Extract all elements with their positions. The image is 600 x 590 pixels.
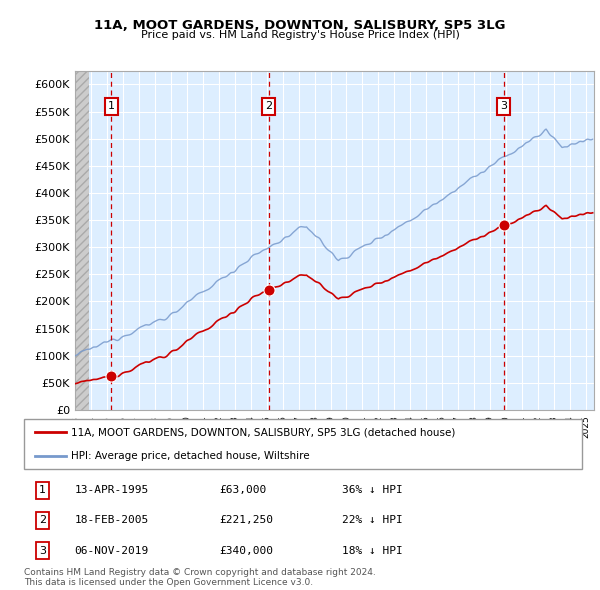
- Text: 06-NOV-2019: 06-NOV-2019: [74, 546, 148, 556]
- Text: 13-APR-1995: 13-APR-1995: [74, 486, 148, 495]
- Text: £340,000: £340,000: [220, 546, 273, 556]
- Text: 11A, MOOT GARDENS, DOWNTON, SALISBURY, SP5 3LG (detached house): 11A, MOOT GARDENS, DOWNTON, SALISBURY, S…: [71, 427, 456, 437]
- Text: 11A, MOOT GARDENS, DOWNTON, SALISBURY, SP5 3LG: 11A, MOOT GARDENS, DOWNTON, SALISBURY, S…: [94, 19, 506, 32]
- Text: 3: 3: [500, 101, 507, 112]
- FancyBboxPatch shape: [24, 419, 582, 469]
- Text: 18% ↓ HPI: 18% ↓ HPI: [342, 546, 403, 556]
- Text: 2: 2: [39, 516, 46, 526]
- Text: Contains HM Land Registry data © Crown copyright and database right 2024.
This d: Contains HM Land Registry data © Crown c…: [24, 568, 376, 587]
- Text: 36% ↓ HPI: 36% ↓ HPI: [342, 486, 403, 495]
- Text: 3: 3: [39, 546, 46, 556]
- Text: HPI: Average price, detached house, Wiltshire: HPI: Average price, detached house, Wilt…: [71, 451, 310, 461]
- Text: £221,250: £221,250: [220, 516, 273, 526]
- Text: 1: 1: [39, 486, 46, 495]
- Text: 22% ↓ HPI: 22% ↓ HPI: [342, 516, 403, 526]
- Text: Price paid vs. HM Land Registry's House Price Index (HPI): Price paid vs. HM Land Registry's House …: [140, 30, 460, 40]
- Text: 1: 1: [108, 101, 115, 112]
- Text: 2: 2: [265, 101, 272, 112]
- Text: 18-FEB-2005: 18-FEB-2005: [74, 516, 148, 526]
- Text: £63,000: £63,000: [220, 486, 266, 495]
